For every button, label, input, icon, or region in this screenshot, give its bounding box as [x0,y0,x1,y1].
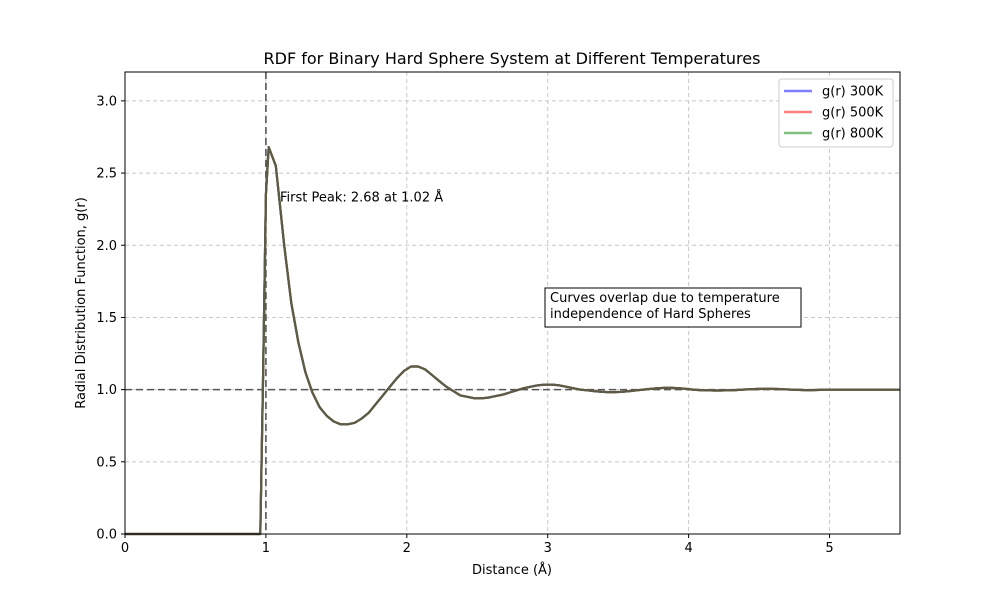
series-line-3 [125,146,900,536]
legend-items: g(r) 300K g(r) 500K g(r) 800K [784,85,884,142]
x-tick-label: 3 [544,541,552,556]
legend: g(r) 300K g(r) 500K g(r) 800K [778,78,894,148]
y-tick-label: 0.0 [96,528,117,543]
legend-frame [778,78,894,148]
y-tick-label: 0.5 [96,455,117,470]
axis-ticks: 0 1 2 3 4 5 0.0 0.5 1.0 1.5 2.0 2.5 3.0 [96,94,833,556]
legend-label: g(r) 500K [822,106,884,121]
axes-frame [124,71,901,535]
x-tick-label: 1 [262,541,270,556]
y-tick-label: 2.0 [96,239,117,254]
x-tick-label: 0 [121,541,129,556]
x-tick-label: 4 [684,541,692,556]
overlap-note-line-1: Curves overlap due to temperature [550,291,780,306]
y-tick-label: 1.0 [96,383,117,398]
x-tick-label: 2 [403,541,411,556]
y-axis-label: Radial Distribution Function, g(r) [74,197,89,409]
x-axis-label: Distance (Å) [472,562,552,578]
overlap-note-box: Curves overlap due to temperature indepe… [544,287,802,328]
y-tick-label: 1.5 [96,311,117,326]
series-lines [125,146,900,536]
y-tick-label: 3.0 [96,94,117,109]
overlap-note-frame [544,287,802,328]
overlap-note-line-2: independence of Hard Spheres [550,307,751,322]
legend-label: g(r) 800K [822,127,884,142]
chart-title: RDF for Binary Hard Sphere System at Dif… [264,49,761,68]
legend-label: g(r) 300K [822,85,884,100]
reference-lines [125,72,900,534]
y-tick-label: 2.5 [96,167,117,182]
x-tick-label: 5 [825,541,833,556]
first-peak-annotation: First Peak: 2.68 at 1.02 Å [280,190,443,206]
